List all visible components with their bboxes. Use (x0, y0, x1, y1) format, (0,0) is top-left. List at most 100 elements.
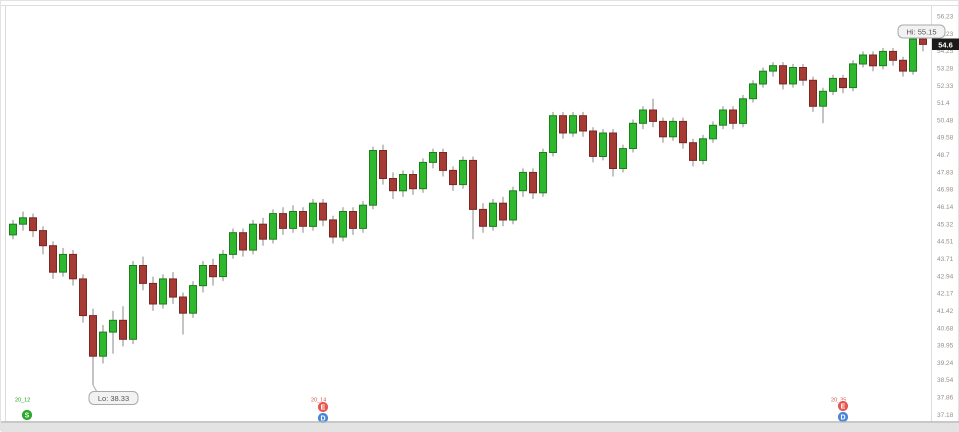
candle (869, 51, 877, 72)
y-axis-label: 37.86 (937, 395, 954, 402)
y-axis-label: 38.54 (937, 377, 954, 384)
svg-text:D: D (840, 415, 845, 422)
candle (889, 47, 897, 66)
candle (619, 144, 627, 173)
candle (769, 62, 777, 77)
dividend-marker-icon[interactable]: D (837, 411, 849, 423)
candle (229, 228, 237, 259)
candle (369, 146, 377, 210)
y-axis-label: 50.48 (937, 117, 954, 124)
candle (809, 76, 817, 112)
candle (489, 199, 497, 231)
candle (359, 201, 367, 233)
candle (479, 203, 487, 233)
candle (759, 67, 767, 88)
candle (49, 241, 57, 279)
event-marker-label: 20_14 (311, 398, 326, 404)
y-axis-label: 54.25 (937, 48, 954, 55)
candle (589, 127, 597, 163)
candle (509, 186, 517, 225)
y-axis-label: 52.33 (937, 83, 954, 90)
candle (499, 196, 507, 227)
split-marker-icon[interactable]: S (21, 409, 33, 421)
y-axis-label: 40.68 (937, 325, 954, 332)
candle (429, 148, 437, 169)
candle (69, 250, 77, 286)
candle (389, 172, 397, 199)
candle (629, 119, 637, 153)
candle (539, 148, 547, 197)
candle (829, 74, 837, 95)
candle (219, 250, 227, 282)
candle (719, 106, 727, 130)
price-axis[interactable]: 56.2355.2354.2553.2852.3351.450.4849.584… (937, 14, 954, 419)
earnings-marker-icon[interactable]: E (317, 401, 329, 413)
candle (419, 158, 427, 193)
candle (459, 156, 467, 189)
candle (209, 258, 217, 286)
event-marker-label: 20_12 (15, 398, 30, 404)
candle (379, 144, 387, 185)
candle (879, 47, 887, 70)
candle (859, 51, 867, 68)
candle (169, 272, 177, 304)
event-marker-label: 20_35 (831, 398, 846, 404)
svg-text:D: D (320, 416, 325, 423)
candle (659, 117, 667, 143)
candle (819, 87, 827, 124)
candle (529, 168, 537, 199)
low-callout-text: Lo: 38.33 (98, 394, 129, 403)
candle (409, 170, 417, 195)
earnings-marker-icon[interactable]: E (837, 400, 849, 412)
candle (849, 60, 857, 92)
candle (79, 274, 87, 323)
high-callout-text: Hi: 55.15 (906, 28, 936, 37)
candle (439, 148, 447, 177)
candle (89, 308, 97, 386)
y-axis-label: 42.17 (937, 291, 954, 298)
candle (609, 129, 617, 177)
candle (569, 111, 577, 137)
candle (259, 217, 267, 246)
candle (329, 215, 337, 244)
high-callout-bubble (897, 24, 946, 39)
candle (739, 95, 747, 128)
y-axis-label: 39.24 (937, 360, 954, 367)
svg-text:S: S (25, 413, 30, 420)
candle (29, 213, 37, 237)
last-price-tag-bg (932, 38, 959, 50)
y-axis-label: 44.51 (937, 239, 954, 246)
candle (109, 310, 117, 354)
candle (19, 211, 27, 231)
candle (119, 306, 127, 347)
low-callout-bubble (88, 391, 139, 405)
high-price-callout: Hi: 55.15 (897, 24, 946, 39)
candle (669, 117, 677, 141)
candle (559, 111, 567, 139)
y-axis-label: 43.71 (937, 256, 954, 263)
candle (639, 106, 647, 130)
time-axis-strip[interactable] (1, 423, 959, 432)
candle (99, 325, 107, 364)
candle (689, 138, 697, 167)
y-axis-label: 49.58 (937, 135, 954, 142)
candle (299, 207, 307, 233)
candle (199, 261, 207, 293)
candle (179, 292, 187, 335)
candle (519, 168, 527, 197)
y-axis-label: 45.32 (937, 221, 954, 228)
candle (339, 207, 347, 242)
candle (289, 205, 297, 233)
candle (549, 111, 557, 157)
candle (309, 199, 317, 231)
candle (709, 121, 717, 143)
candle (799, 63, 807, 86)
y-axis-label: 37.18 (937, 412, 954, 419)
candle (39, 226, 47, 255)
candle (749, 80, 757, 103)
low-callout-pointer (92, 384, 98, 393)
candles-layer (9, 34, 927, 386)
candle (159, 274, 167, 309)
last-price-tag-text: 54.6 (938, 41, 953, 50)
